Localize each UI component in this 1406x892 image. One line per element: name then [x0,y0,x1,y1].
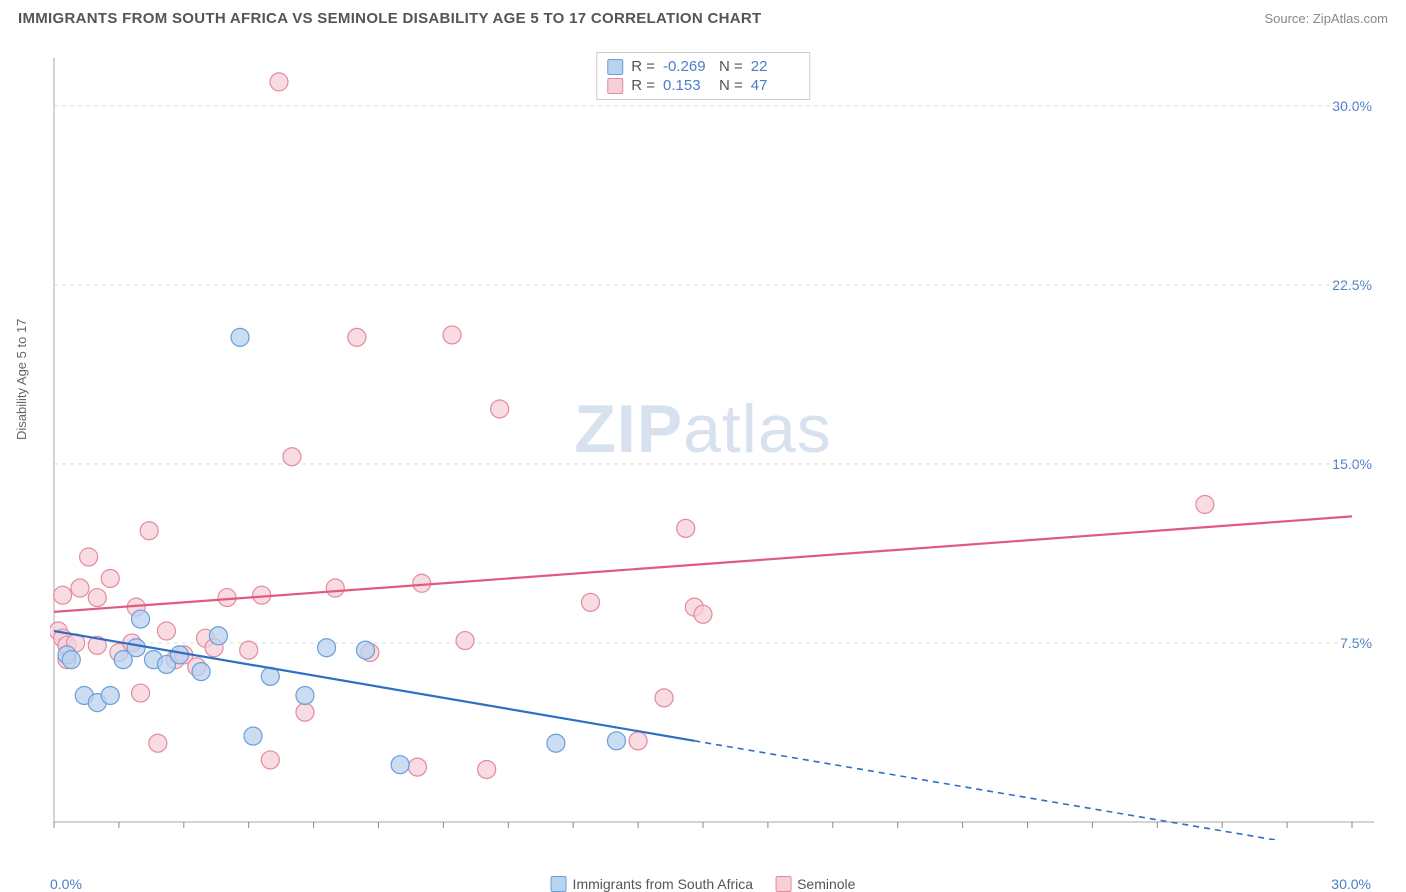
stats-row: R = 0.153 N = 47 [607,76,799,95]
x-axis-max-label: 30.0% [1331,876,1371,892]
bottom-legend: Immigrants from South Africa Seminole [551,876,856,892]
legend-swatch [607,78,623,94]
legend-swatch [775,876,791,892]
source-label: Source: ZipAtlas.com [1264,11,1388,26]
stats-legend-box: R = -0.269 N = 22 R = 0.153 N = 47 [596,52,810,100]
r-label: R = [631,58,655,75]
legend-swatch [551,876,567,892]
legend-label: Immigrants from South Africa [573,876,754,892]
n-value: 22 [751,58,799,75]
r-label: R = [631,77,655,94]
x-axis-min-label: 0.0% [50,876,82,892]
r-value: 0.153 [663,77,711,94]
n-label: N = [719,77,743,94]
legend-item: Seminole [775,876,855,892]
n-value: 47 [751,77,799,94]
n-label: N = [719,58,743,75]
stats-row: R = -0.269 N = 22 [607,57,799,76]
r-value: -0.269 [663,58,711,75]
legend-item: Immigrants from South Africa [551,876,754,892]
legend-label: Seminole [797,876,855,892]
plot-svg [50,50,1380,840]
y-axis-label: Disability Age 5 to 17 [14,319,29,440]
chart-area: 7.5%15.0%22.5%30.0% [50,50,1380,840]
chart-title: IMMIGRANTS FROM SOUTH AFRICA VS SEMINOLE… [18,10,762,27]
legend-swatch [607,59,623,75]
